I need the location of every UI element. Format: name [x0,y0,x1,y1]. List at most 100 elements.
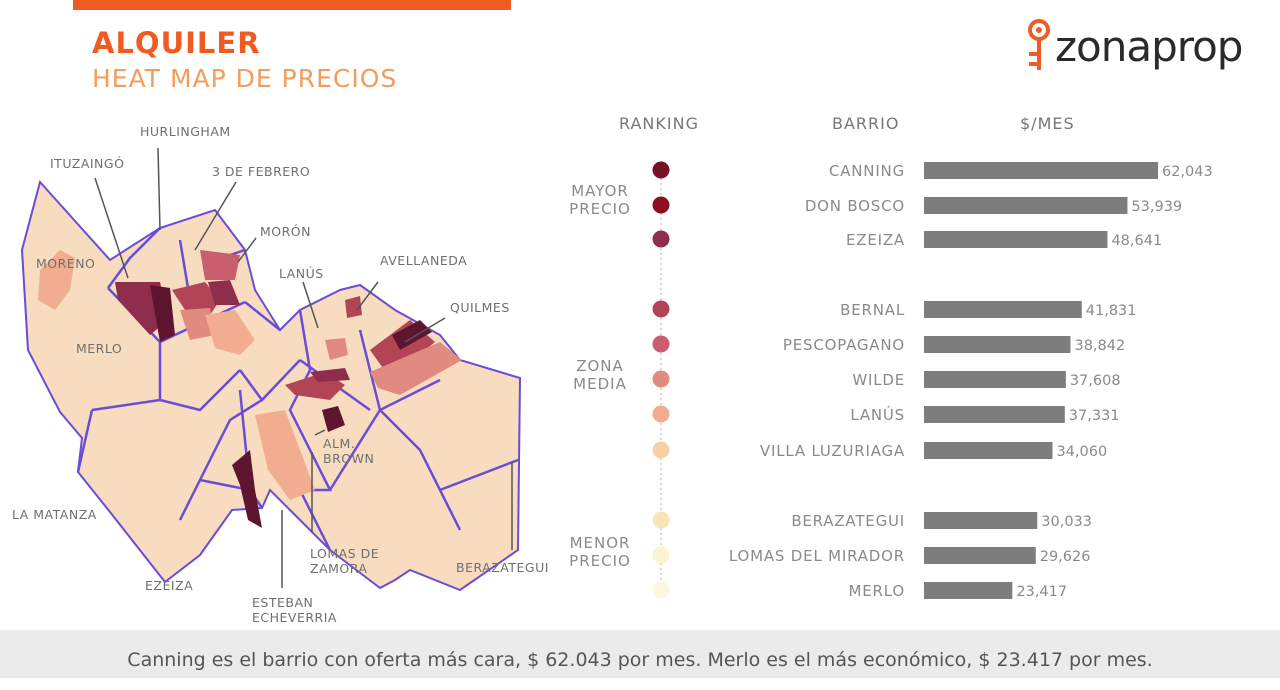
bar [924,301,1082,318]
bar [924,442,1053,459]
logo-wordmark: zonaprop [1055,22,1243,71]
map-label-3-de-febrero: 3 DE FEBRERO [212,164,310,179]
map-patch-quilmes-3 [370,342,462,395]
map-patch-quilmes-2 [392,320,432,350]
page-subtitle: HEAT MAP DE PRECIOS [92,64,398,93]
rank-dot [652,161,670,179]
barrio-label: MERLO [849,582,905,600]
map-regions [20,179,522,592]
map-label-moreno: MORENO [36,256,95,271]
rank-dot [652,300,670,318]
page-title: ALQUILER [92,26,261,60]
map-label-hurlingham: HURLINGHAM [140,124,231,139]
bar [924,336,1071,353]
map-label-echeverria: ECHEVERRIA [252,610,337,625]
group-label: MAYOR [571,182,629,200]
leader-alm-brown [314,429,326,436]
map-patch-moreno [38,250,75,310]
value-label: 41,831 [1086,303,1137,319]
value-label: 62,043 [1162,164,1213,180]
map-label-merlo: MERLO [76,341,122,356]
map-label-la-matanza: LA MATANZA [12,507,97,522]
bar [924,371,1066,388]
leader-ituzaingo [94,177,129,279]
leader-avellaneda [356,281,379,311]
value-label: 37,331 [1069,408,1120,424]
heat-map: HURLINGHAM ITUZAINGÓ 3 DE FEBRERO MORÓN … [12,124,549,625]
map-label-ezeiza: EZEIZA [145,578,193,593]
group-label: MENOR [570,534,631,552]
group-label: PRECIO [569,200,631,218]
map-label-ituzaingo: ITUZAINGÓ [50,156,124,171]
map-label-berazategui: BERAZATEGUI [456,560,549,575]
barrio-label: WILDE [852,371,905,389]
map-patch-ituzaingo-2 [150,285,175,342]
barrio-label: BERAZATEGUI [791,512,905,530]
barrio-label: LANÚS [850,405,905,424]
value-labels: 62,043 53,939 48,641 41,831 38,842 37,608 37,3… [1016,164,1212,600]
footer-banner: Canning es el barrio con oferta más cara… [0,630,1280,678]
barrio-label: CANNING [829,162,905,180]
map-patch-moron-3 [205,310,255,355]
bar [924,582,1013,599]
map-label-avellaneda: AVELLANEDA [380,253,467,268]
rank-dot [652,196,670,214]
map-patch-echeverria [255,410,315,500]
map-label-quilmes: QUILMES [450,300,510,315]
barrio-label: PESCOPAGANO [783,336,905,354]
value-label: 38,842 [1074,338,1125,354]
map-label-zamora: ZAMORA [310,561,367,576]
barrio-label: VILLA LUZURIAGA [760,442,905,460]
header-barrio: BARRIO [832,114,900,133]
map-labels: HURLINGHAM ITUZAINGÓ 3 DE FEBRERO MORÓN … [12,124,549,625]
leader-3-de-febrero [194,181,237,251]
map-label-brown: BROWN [323,451,374,466]
leader-hurlingham [157,147,161,231]
rank-dot [652,370,670,388]
map-patch-brown [322,406,345,432]
map-label-alm: ALM. [323,436,355,451]
rank-dot [652,546,670,564]
rank-dots [652,161,670,599]
bar [924,231,1108,248]
value-label: 23,417 [1016,584,1067,600]
rank-dot [652,230,670,248]
leader-lanus [302,281,319,329]
bar [924,547,1036,564]
group-label: ZONA [576,357,624,375]
value-label: 37,608 [1070,373,1121,389]
footer-caption: Canning es el barrio con oferta más cara… [127,649,1153,671]
group-label: PRECIO [569,552,631,570]
map-label-moron: MORÓN [260,224,311,239]
bar [924,197,1128,214]
rank-dot [652,335,670,353]
top-accent-bar [73,0,511,10]
group-label: MEDIA [573,375,627,393]
rank-dot [652,405,670,423]
header-ranking: RANKING [619,114,699,133]
rank-dot [652,581,670,599]
barrio-label: LOMAS DEL MIRADOR [729,547,905,565]
value-label: 30,033 [1041,514,1092,530]
value-label: 53,939 [1131,199,1182,215]
map-base-land [20,179,522,592]
value-label: 29,626 [1040,549,1091,565]
map-patch-avellaneda [345,296,362,318]
leader-moron [237,237,257,263]
header-precio: $/MES [1020,114,1075,133]
barrio-label: EZEIZA [846,231,905,249]
value-label: 48,641 [1111,233,1162,249]
leader-quilmes [404,317,446,343]
zonaprop-logo: zonaprop [1025,16,1275,80]
barrio-labels: CANNING DON BOSCO EZEIZA BERNAL PESCOPAGANO W… [729,162,905,600]
bar [924,406,1065,423]
rank-dot [652,511,670,529]
barrio-label: DON BOSCO [805,197,905,215]
bar [924,162,1158,179]
bars [924,162,1158,599]
map-leader-lines [94,147,513,588]
map-patch-ezeiza [232,450,262,528]
map-label-lanus: LANÚS [279,266,324,281]
